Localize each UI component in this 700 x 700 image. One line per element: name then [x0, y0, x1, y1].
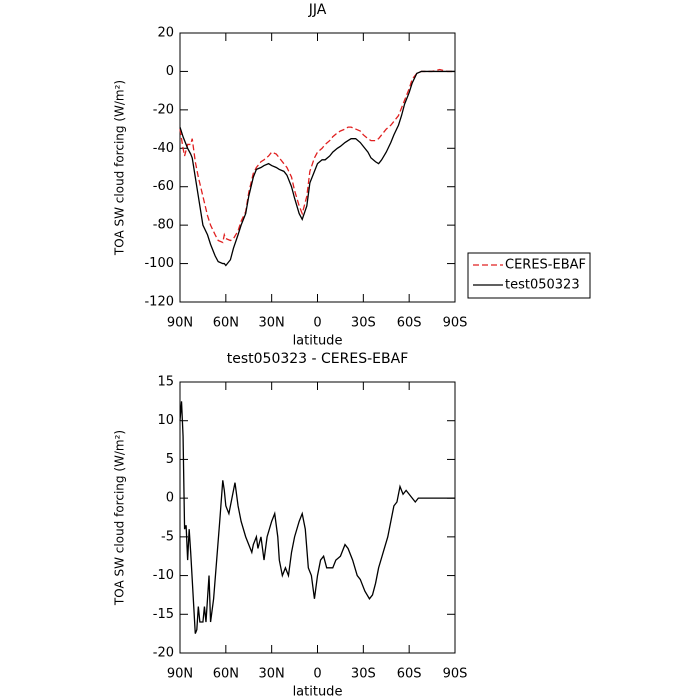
- x-tick-label: 60S: [397, 667, 422, 682]
- chart-title: test050323 - CERES-EBAF: [227, 351, 409, 367]
- x-tick-label: 60N: [213, 667, 239, 682]
- plot-frame: [179, 32, 456, 303]
- y-tick-label: 15: [157, 375, 174, 390]
- data-line: [179, 401, 455, 634]
- plot-frame: [179, 381, 456, 654]
- y-tick-label: 20: [157, 26, 174, 41]
- y-tick-label: -40: [153, 141, 174, 156]
- x-tick-label: 0: [313, 667, 321, 682]
- y-tick-label: -10: [153, 568, 174, 583]
- x-tick-label: 90N: [167, 667, 193, 682]
- y-tick-label: -5: [161, 529, 174, 544]
- legend-box: [467, 252, 591, 299]
- chart-title: JJA: [308, 2, 327, 18]
- data-line: [179, 70, 455, 267]
- x-tick-label: 30N: [259, 316, 285, 331]
- y-axis-label: TOA SW cloud forcing (W/m²): [113, 80, 127, 256]
- x-axis-label: latitude: [293, 685, 343, 700]
- x-tick-label: 90S: [443, 316, 468, 331]
- y-tick-label: 10: [157, 413, 174, 428]
- y-tick-label: 0: [166, 64, 174, 79]
- data-line: [179, 68, 455, 244]
- x-tick-label: 30S: [351, 316, 376, 331]
- y-tick-label: -80: [153, 218, 174, 233]
- y-axis-label: TOA SW cloud forcing (W/m²): [113, 430, 127, 606]
- y-tick-label: -20: [153, 102, 174, 117]
- y-tick-label: -20: [153, 646, 174, 661]
- x-tick-label: 0: [313, 316, 321, 331]
- x-tick-label: 30N: [259, 667, 285, 682]
- x-tick-label: 60N: [213, 316, 239, 331]
- x-tick-label: 60S: [397, 316, 422, 331]
- x-tick-label: 30S: [351, 667, 376, 682]
- x-axis-label: latitude: [293, 334, 343, 349]
- y-tick-label: -60: [153, 179, 174, 194]
- y-tick-label: -120: [144, 295, 174, 310]
- x-tick-label: 90S: [443, 667, 468, 682]
- y-tick-label: 0: [166, 491, 174, 506]
- legend-label: CERES-EBAF: [505, 258, 586, 273]
- x-tick-label: 90N: [167, 316, 193, 331]
- y-tick-label: 5: [166, 452, 174, 467]
- y-tick-label: -100: [144, 256, 174, 271]
- legend-label: test050323: [505, 278, 580, 293]
- y-tick-label: -15: [153, 607, 174, 622]
